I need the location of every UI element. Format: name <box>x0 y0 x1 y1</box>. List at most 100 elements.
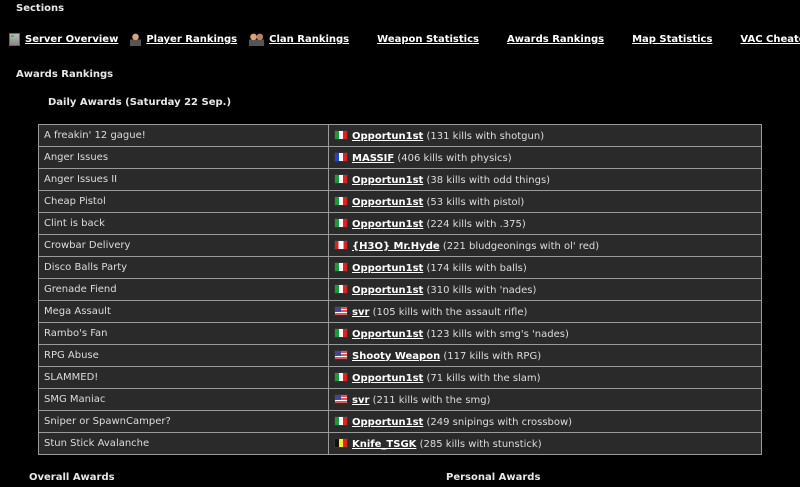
page-title: Awards Rankings <box>16 69 114 80</box>
award-name: Sniper or SpawnCamper? <box>38 410 329 433</box>
player-link[interactable]: {H3O} Mr.Hyde <box>352 240 440 252</box>
award-row: Cheap Pistol Opportun1st (53 kills with … <box>38 190 762 213</box>
award-row: A freakin' 12 gague! Opportun1st (131 ki… <box>38 124 762 147</box>
personal-awards-title: Personal Awards <box>446 472 541 483</box>
award-detail: (117 kills with RPG) <box>443 350 542 362</box>
flag-it-icon <box>334 283 348 294</box>
award-detail: (38 kills with odd things) <box>426 174 551 186</box>
clan-icon <box>249 33 265 46</box>
nav-link-label: Map Statistics <box>632 34 713 45</box>
award-detail: (53 kills with pistol) <box>426 196 525 208</box>
sections-nav: Server Overview Player Rankings Clan Ranki… <box>9 33 800 46</box>
player-link[interactable]: Opportun1st <box>352 372 424 384</box>
award-winner: Opportun1st (174 kills with balls) <box>328 256 762 279</box>
flag-it-icon <box>334 371 348 382</box>
award-detail: (224 kills with .375) <box>426 218 526 230</box>
award-detail: (105 kills with the assault rifle) <box>372 306 528 318</box>
award-name: A freakin' 12 gague! <box>38 124 329 147</box>
award-row: Rambo's Fan Opportun1st (123 kills with … <box>38 322 762 345</box>
award-name: Crowbar Delivery <box>38 234 329 257</box>
nav-link-label: Weapon Statistics <box>377 34 479 45</box>
flag-it-icon <box>334 415 348 426</box>
award-detail: (211 kills with the smg) <box>372 394 491 406</box>
award-name: Grenade Fiend <box>38 278 329 301</box>
award-row: Mega Assault svr (105 kills with the ass… <box>38 300 762 323</box>
flag-it-icon <box>334 195 348 206</box>
award-detail: (406 kills with physics) <box>397 152 512 164</box>
award-name: Rambo's Fan <box>38 322 329 345</box>
nav-link-server-overview[interactable]: Server Overview <box>9 33 118 46</box>
player-link[interactable]: Opportun1st <box>352 218 424 230</box>
award-winner: {H3O} Mr.Hyde (221 bludgeonings with ol'… <box>328 234 762 257</box>
flag-be-icon <box>334 437 348 448</box>
player-link[interactable]: Opportun1st <box>352 174 424 186</box>
server-icon <box>9 33 20 46</box>
award-winner: Opportun1st (224 kills with .375) <box>328 212 762 235</box>
player-icon <box>130 33 142 46</box>
nav-link-weapon-statistics[interactable]: Weapon Statistics <box>377 33 479 46</box>
player-link[interactable]: Knife_TSGK <box>352 438 417 450</box>
award-winner: Opportun1st (38 kills with odd things) <box>328 168 762 191</box>
nav-link-player-rankings[interactable]: Player Rankings <box>130 33 237 46</box>
award-detail: (123 kills with smg's 'nades) <box>426 328 569 340</box>
flag-it-icon <box>334 327 348 338</box>
player-link[interactable]: Opportun1st <box>352 262 424 274</box>
flag-it-icon <box>334 173 348 184</box>
flag-it-icon <box>334 217 348 228</box>
award-row: Disco Balls Party Opportun1st (174 kills… <box>38 256 762 279</box>
player-link[interactable]: svr <box>352 394 370 406</box>
award-row: RPG Abuse Shooty Weapon (117 kills with … <box>38 344 762 367</box>
flag-fr-icon <box>334 151 348 162</box>
player-link[interactable]: Shooty Weapon <box>352 350 441 362</box>
award-row: Stun Stick Avalanche Knife_TSGK (285 kil… <box>38 432 762 455</box>
player-link[interactable]: Opportun1st <box>352 284 424 296</box>
sections-title: Sections <box>16 3 65 14</box>
nav-link-label: Clan Rankings <box>269 34 350 45</box>
award-detail: (249 snipings with crossbow) <box>426 416 573 428</box>
award-row: Grenade Fiend Opportun1st (310 kills wit… <box>38 278 762 301</box>
nav-link-vac-cheater-list[interactable]: VAC Cheater List <box>740 33 800 46</box>
player-link[interactable]: Opportun1st <box>352 196 424 208</box>
nav-link-clan-rankings[interactable]: Clan Rankings <box>249 33 349 46</box>
nav-link-label: Player Rankings <box>146 34 238 45</box>
award-detail: (285 kills with stunstick) <box>419 438 542 450</box>
nav-link-label: Server Overview <box>25 34 119 45</box>
award-detail: (174 kills with balls) <box>426 262 527 274</box>
flag-it-icon <box>334 129 348 140</box>
award-row: Sniper or SpawnCamper? Opportun1st (249 … <box>38 410 762 433</box>
nav-link-awards-rankings[interactable]: Awards Rankings <box>507 33 604 46</box>
player-link[interactable]: svr <box>352 306 370 318</box>
player-link[interactable]: Opportun1st <box>352 416 424 428</box>
award-row: Anger Issues MASSIF (406 kills with phys… <box>38 146 762 169</box>
daily-awards-title: Daily Awards (Saturday 22 Sep.) <box>48 97 232 108</box>
flag-us-icon <box>334 349 348 360</box>
award-name: Anger Issues <box>38 146 329 169</box>
nav-link-map-statistics[interactable]: Map Statistics <box>632 33 712 46</box>
award-name: Stun Stick Avalanche <box>38 432 329 455</box>
award-winner: MASSIF (406 kills with physics) <box>328 146 762 169</box>
flag-us-icon <box>334 393 348 404</box>
daily-awards-table: A freakin' 12 gague! Opportun1st (131 ki… <box>38 124 762 455</box>
overall-awards-title: Overall Awards <box>29 472 115 483</box>
award-name: Clint is back <box>38 212 329 235</box>
nav-link-label: VAC Cheater List <box>740 34 800 45</box>
player-link[interactable]: Opportun1st <box>352 328 424 340</box>
award-detail: (221 bludgeonings with ol' red) <box>442 240 600 252</box>
award-winner: svr (105 kills with the assault rifle) <box>328 300 762 323</box>
flag-it-icon <box>334 261 348 272</box>
award-row: SLAMMED! Opportun1st (71 kills with the … <box>38 366 762 389</box>
award-winner: Opportun1st (123 kills with smg's 'nades… <box>328 322 762 345</box>
award-winner: Opportun1st (71 kills with the slam) <box>328 366 762 389</box>
award-detail: (131 kills with shotgun) <box>426 130 545 142</box>
flag-us-icon <box>334 305 348 316</box>
award-name: SLAMMED! <box>38 366 329 389</box>
award-winner: Knife_TSGK (285 kills with stunstick) <box>328 432 762 455</box>
player-link[interactable]: Opportun1st <box>352 130 424 142</box>
flag-ca-icon <box>334 239 348 250</box>
award-winner: Shooty Weapon (117 kills with RPG) <box>328 344 762 367</box>
award-row: SMG Maniac svr (211 kills with the smg) <box>38 388 762 411</box>
player-link[interactable]: MASSIF <box>352 152 395 164</box>
award-detail: (71 kills with the slam) <box>426 372 541 384</box>
award-detail: (310 kills with 'nades) <box>426 284 537 296</box>
award-name: Cheap Pistol <box>38 190 329 213</box>
